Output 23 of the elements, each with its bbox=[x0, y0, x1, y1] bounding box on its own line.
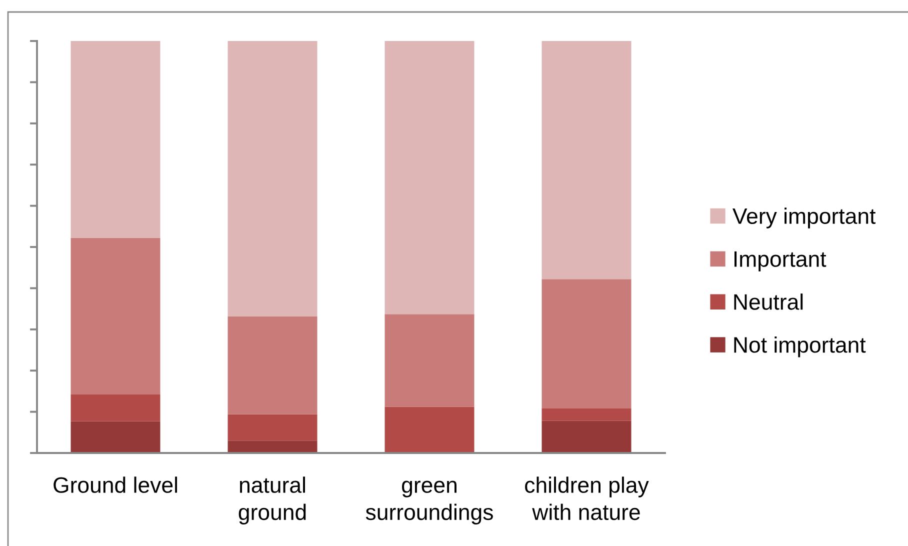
legend-label: Important bbox=[734, 251, 826, 272]
bar bbox=[542, 420, 632, 453]
bar bbox=[384, 41, 474, 314]
x-tick-label: Ground level bbox=[54, 476, 178, 493]
bar bbox=[384, 406, 474, 453]
bar bbox=[542, 279, 632, 409]
legend-label: Not important bbox=[734, 336, 866, 358]
bar bbox=[228, 316, 318, 414]
bar bbox=[542, 41, 632, 280]
x-tick-label: green surroundings bbox=[366, 480, 493, 524]
x-tick-label: natural ground bbox=[238, 476, 306, 524]
legend-label: Neutral bbox=[734, 294, 803, 310]
x-tick-label: children play with nature bbox=[525, 476, 649, 520]
legend-label: Very important bbox=[732, 208, 876, 228]
bar bbox=[542, 408, 632, 421]
bar bbox=[384, 314, 474, 407]
bar bbox=[70, 394, 160, 422]
bar bbox=[228, 41, 318, 316]
bar bbox=[70, 41, 160, 238]
bar bbox=[70, 238, 160, 394]
bar bbox=[228, 414, 318, 441]
bar bbox=[228, 440, 318, 453]
bar bbox=[70, 421, 160, 453]
